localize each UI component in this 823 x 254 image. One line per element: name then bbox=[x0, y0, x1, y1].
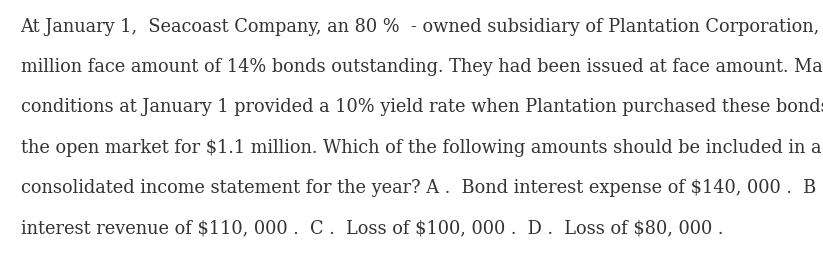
Text: interest revenue of $110, 000 .  C .  Loss of $100, 000 .  D .  Loss of $80, 000: interest revenue of $110, 000 . C . Loss… bbox=[21, 218, 723, 236]
Text: million face amount of 14% bonds outstanding. They had been issued at face amoun: million face amount of 14% bonds outstan… bbox=[21, 58, 823, 76]
Text: consolidated income statement for the year? A .  Bond interest expense of $140, : consolidated income statement for the ye… bbox=[21, 178, 823, 196]
Text: conditions at January 1 provided a 10% yield rate when Plantation purchased thes: conditions at January 1 provided a 10% y… bbox=[21, 98, 823, 116]
Text: At January 1,  Seacoast Company, an 80 %  - owned subsidiary of Plantation Corpo: At January 1, Seacoast Company, an 80 % … bbox=[21, 18, 823, 36]
Text: the open market for $1.1 million. Which of the following amounts should be inclu: the open market for $1.1 million. Which … bbox=[21, 138, 821, 156]
